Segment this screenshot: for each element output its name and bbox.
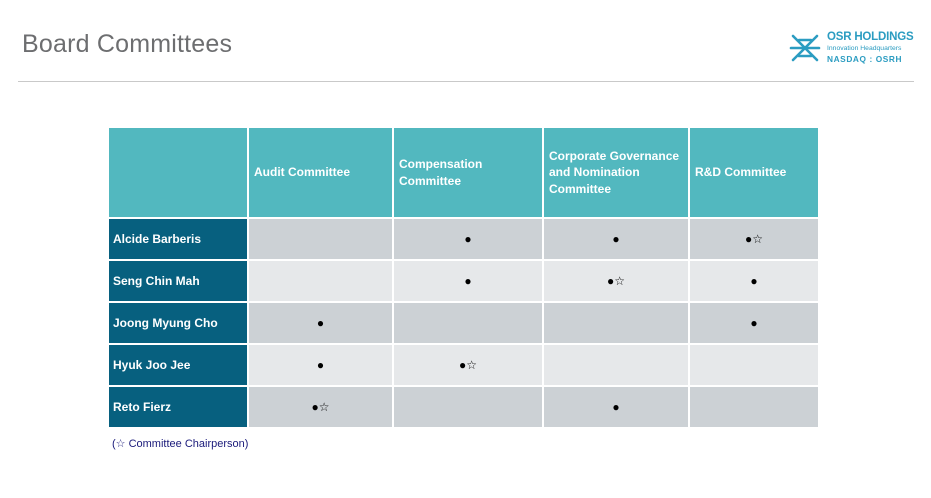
chairperson-footnote: (☆ Committee Chairperson): [112, 438, 249, 450]
membership-cell: ●☆: [688, 217, 820, 261]
table-row: Hyuk Joo Jee ● ●☆: [107, 343, 820, 387]
director-name: Reto Fierz: [107, 385, 249, 429]
header-audit-committee: Audit Committee: [247, 126, 394, 219]
membership-cell: ●☆: [247, 385, 394, 429]
membership-cell: [542, 301, 690, 345]
membership-cell: ●☆: [392, 343, 544, 387]
table-header-row: Audit Committee Compensation Committee C…: [107, 126, 820, 219]
membership-cell: [247, 259, 394, 303]
header-rd-committee: R&D Committee: [688, 126, 820, 219]
committee-membership-table: Audit Committee Compensation Committee C…: [107, 126, 820, 429]
table-row: Reto Fierz ●☆ ●: [107, 385, 820, 429]
header-compensation-committee: Compensation Committee: [392, 126, 544, 219]
membership-cell: ●: [247, 301, 394, 345]
title-divider: [18, 81, 914, 82]
membership-cell: [392, 385, 544, 429]
director-name: Alcide Barberis: [107, 217, 249, 261]
table-row: Alcide Barberis ● ● ●☆: [107, 217, 820, 261]
director-name: Seng Chin Mah: [107, 259, 249, 303]
membership-cell: [247, 217, 394, 261]
membership-cell: [688, 385, 820, 429]
membership-cell: ●: [542, 385, 690, 429]
logo-name: OSR HOLDINGS: [827, 31, 914, 43]
director-name: Hyuk Joo Jee: [107, 343, 249, 387]
table-row: Joong Myung Cho ● ●: [107, 301, 820, 345]
membership-cell: [392, 301, 544, 345]
table-row: Seng Chin Mah ● ●☆ ●: [107, 259, 820, 303]
membership-cell: ●: [688, 259, 820, 303]
membership-cell: ●: [247, 343, 394, 387]
director-name: Joong Myung Cho: [107, 301, 249, 345]
logo-mark-icon: [789, 34, 821, 62]
membership-cell: ●: [392, 259, 544, 303]
membership-cell: [542, 343, 690, 387]
membership-cell: ●☆: [542, 259, 690, 303]
logo-ticker: NASDAQ : OSRH: [827, 54, 903, 64]
membership-cell: ●: [542, 217, 690, 261]
header-governance-nomination-committee: Corporate Governance and Nomination Comm…: [542, 126, 690, 219]
page-title: Board Committees: [22, 30, 233, 58]
logo-tagline: Innovation Headquarters: [827, 45, 902, 52]
membership-cell: ●: [688, 301, 820, 345]
membership-cell: ●: [392, 217, 544, 261]
company-logo: OSR HOLDINGS Innovation Headquarters NAS…: [788, 30, 918, 70]
header-corner: [107, 126, 249, 219]
membership-cell: [688, 343, 820, 387]
